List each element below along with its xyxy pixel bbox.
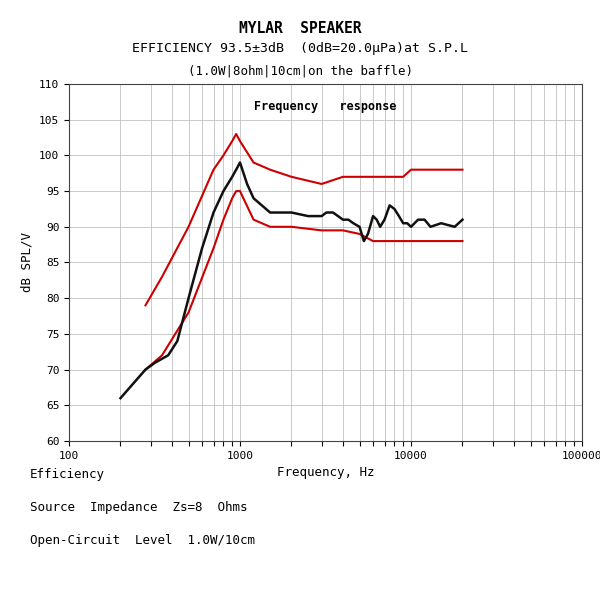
Text: Efficiency: Efficiency (30, 468, 105, 481)
Text: Frequency   response: Frequency response (254, 100, 396, 113)
Text: MYLAR  SPEAKER: MYLAR SPEAKER (239, 21, 361, 36)
Text: Open-Circuit  Level  1.0W/10cm: Open-Circuit Level 1.0W/10cm (30, 534, 255, 547)
X-axis label: Frequency, Hz: Frequency, Hz (277, 466, 374, 479)
Text: EFFICIENCY 93.5±3dB  (0dB=20.0μPa)at S.P.L: EFFICIENCY 93.5±3dB (0dB=20.0μPa)at S.P.… (132, 42, 468, 55)
Text: Source  Impedance  Zs=8  Ohms: Source Impedance Zs=8 Ohms (30, 501, 248, 514)
Y-axis label: dB SPL/V: dB SPL/V (20, 232, 34, 292)
Text: (1.0W|8ohm|10cm|on the baffle): (1.0W|8ohm|10cm|on the baffle) (187, 64, 413, 77)
